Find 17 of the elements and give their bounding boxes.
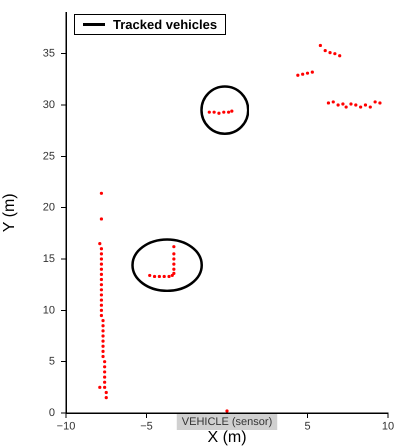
y-tick-label: 15 — [42, 253, 55, 266]
y-tick-label: 35 — [42, 48, 55, 60]
x-tick-label: 5 — [304, 420, 311, 433]
x-tick-label: −5 — [140, 420, 153, 433]
x-tick-label: −10 — [56, 420, 76, 433]
key-box: Tracked vehicles — [74, 14, 226, 35]
annotation: VEHICLE (sensor) — [182, 416, 272, 428]
y-tick-label: 25 — [42, 150, 55, 162]
x-axis-title: X (m) — [207, 428, 247, 446]
y-tick-label: 0 — [48, 407, 55, 420]
y-tick-label: 20 — [42, 202, 55, 214]
y-tick-label: 10 — [42, 304, 55, 316]
y-axis-title: Y (m) — [1, 193, 18, 232]
x-tick-label: 10 — [382, 420, 394, 433]
y-tick-label: 5 — [48, 356, 55, 368]
annotation: Tracked vehicles — [113, 17, 218, 32]
y-tick-label: 30 — [42, 99, 55, 112]
